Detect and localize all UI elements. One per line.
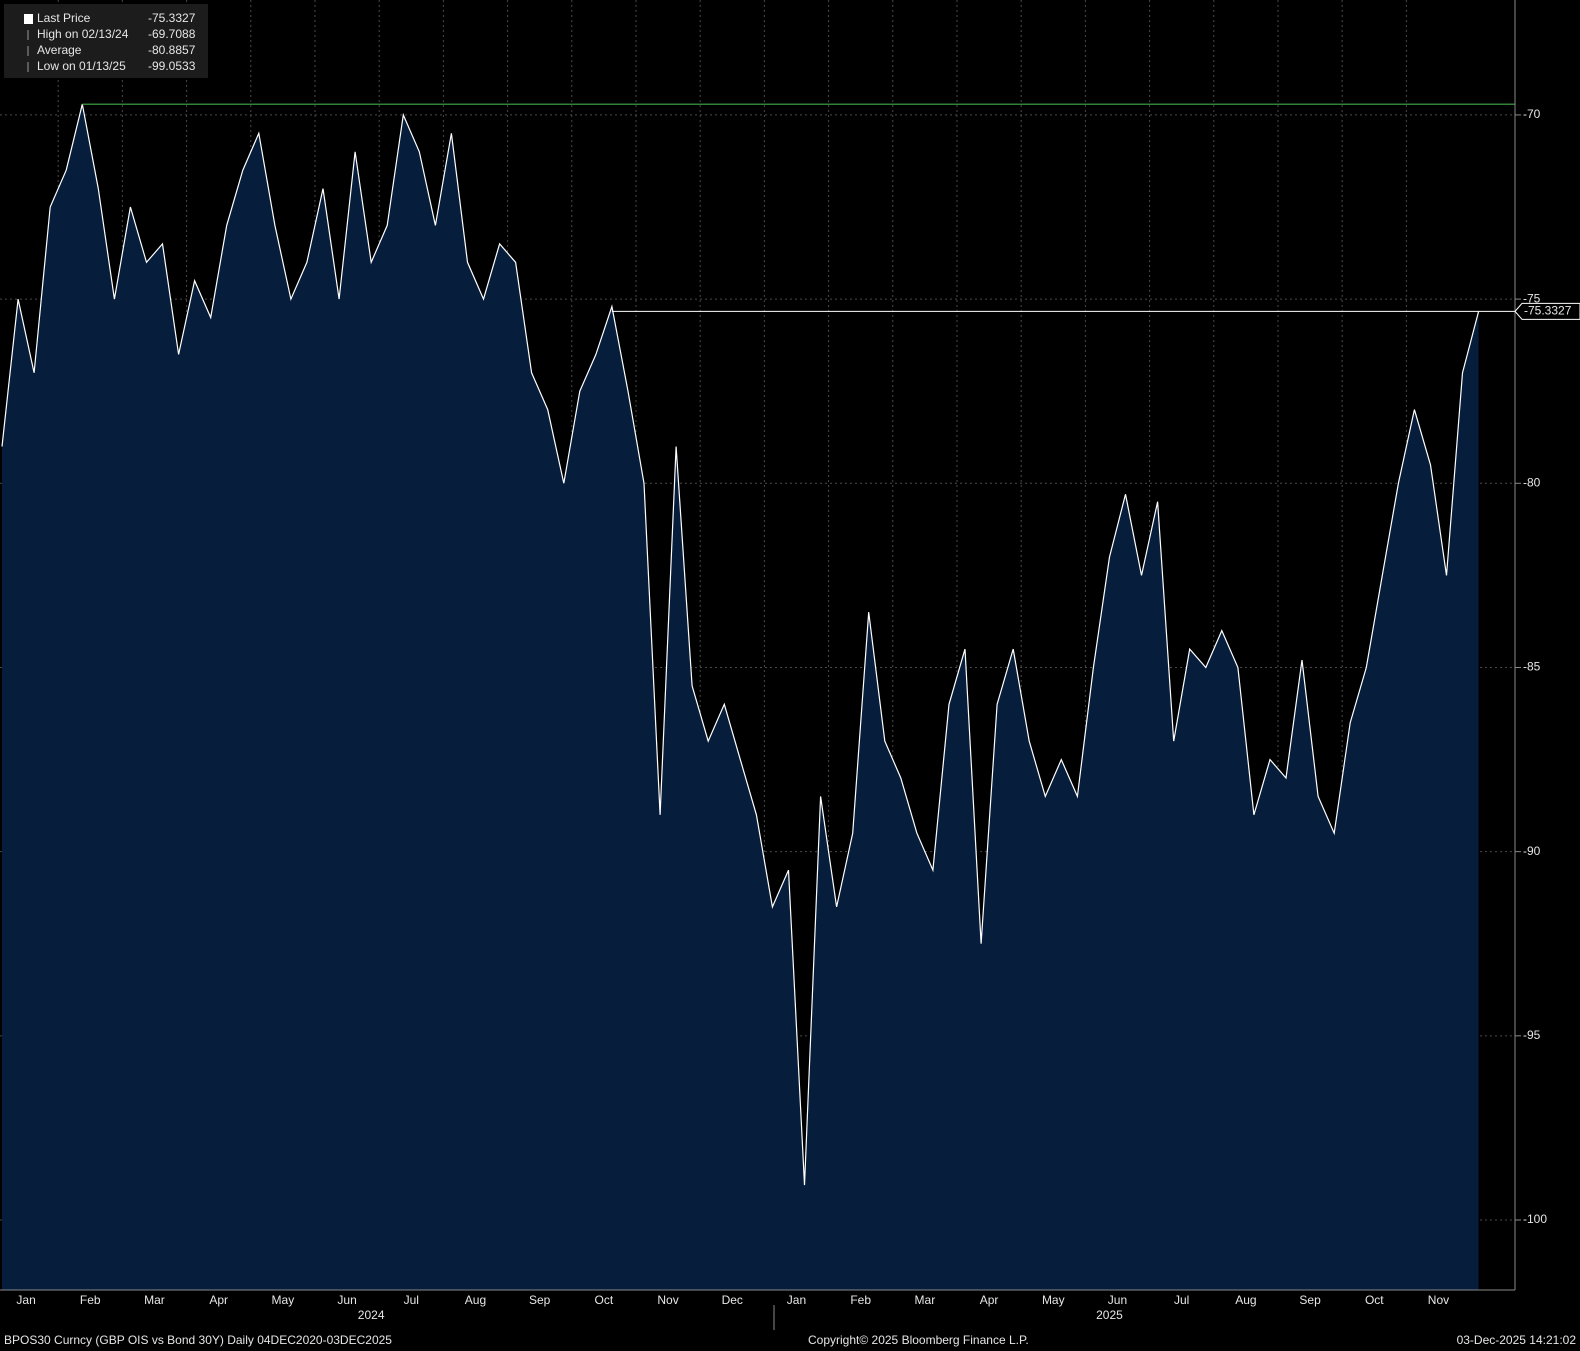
- x-tick-label: Sep: [529, 1293, 551, 1307]
- x-tick-label: Jan: [16, 1293, 35, 1307]
- x-tick-label: Sep: [1299, 1293, 1321, 1307]
- year-label: 2025: [1096, 1308, 1123, 1322]
- legend-value: -69.7088: [148, 27, 196, 41]
- x-tick-label: Dec: [722, 1293, 743, 1307]
- x-tick-label: Feb: [850, 1293, 871, 1307]
- y-tick-label: -80: [1523, 475, 1541, 489]
- x-tick-label: Jul: [1174, 1293, 1189, 1307]
- last-price-label: -75.3327: [1524, 304, 1572, 318]
- y-tick-label: -100: [1523, 1212, 1547, 1226]
- y-tick-label: -85: [1523, 660, 1541, 674]
- year-label: 2024: [358, 1308, 385, 1322]
- axes: -70 -75 -80 -85 -90 -95 -100 Jan Feb Mar Apr May Jun…: [16, 107, 1580, 1322]
- x-tick-label: May: [272, 1293, 295, 1307]
- footer-source: BPOS30 Curncy (GBP OIS vs Bond 30Y) Dail…: [4, 1333, 392, 1347]
- x-tick-label: Nov: [1428, 1293, 1449, 1307]
- x-tick-label: Nov: [657, 1293, 678, 1307]
- x-tick-label: Jun: [1108, 1293, 1127, 1307]
- last-price-tag: [1514, 302, 1580, 320]
- legend-value: -99.0533: [148, 59, 196, 73]
- x-tick-label: May: [1042, 1293, 1065, 1307]
- y-tick-label: -95: [1523, 1028, 1541, 1042]
- x-tick-label: Aug: [1235, 1293, 1256, 1307]
- x-tick-label: Oct: [1365, 1293, 1384, 1307]
- y-tick-label: -70: [1523, 107, 1541, 121]
- legend-label: Low on 01/13/25: [37, 59, 126, 73]
- legend-swatch: [24, 14, 33, 24]
- x-tick-label: Feb: [80, 1293, 101, 1307]
- price-line: [1, 104, 1480, 1186]
- x-tick-label: Mar: [144, 1293, 165, 1307]
- x-tick-label: Jul: [404, 1293, 419, 1307]
- area: [2, 104, 1479, 1291]
- x-tick-label: Mar: [915, 1293, 936, 1307]
- legend-label: Last Price: [37, 11, 91, 25]
- copyright: Copyright© 2025 Bloomberg Finance L.P.: [808, 1333, 1029, 1347]
- y-tick-label: -90: [1523, 844, 1541, 858]
- legend-label: Average: [37, 43, 82, 57]
- legend-label: High on 02/13/24: [37, 27, 129, 41]
- x-tick-label: Apr: [209, 1293, 228, 1307]
- x-tick-label: Jan: [787, 1293, 806, 1307]
- x-tick-label: Oct: [595, 1293, 614, 1307]
- legend-value: -80.8857: [148, 43, 196, 57]
- legend-box: [4, 4, 208, 78]
- x-tick-label: Jun: [337, 1293, 356, 1307]
- timestamp: 03-Dec-2025 14:21:02: [1457, 1333, 1577, 1347]
- x-tick-label: Apr: [980, 1293, 999, 1307]
- x-tick-label: Aug: [465, 1293, 486, 1307]
- legend-value: -75.3327: [148, 11, 196, 25]
- legend: Last Price -75.3327 High on 02/13/24 -69.70…: [4, 4, 208, 78]
- y-tick-label: -75: [1523, 291, 1541, 305]
- plot: [1, 103, 1515, 1291]
